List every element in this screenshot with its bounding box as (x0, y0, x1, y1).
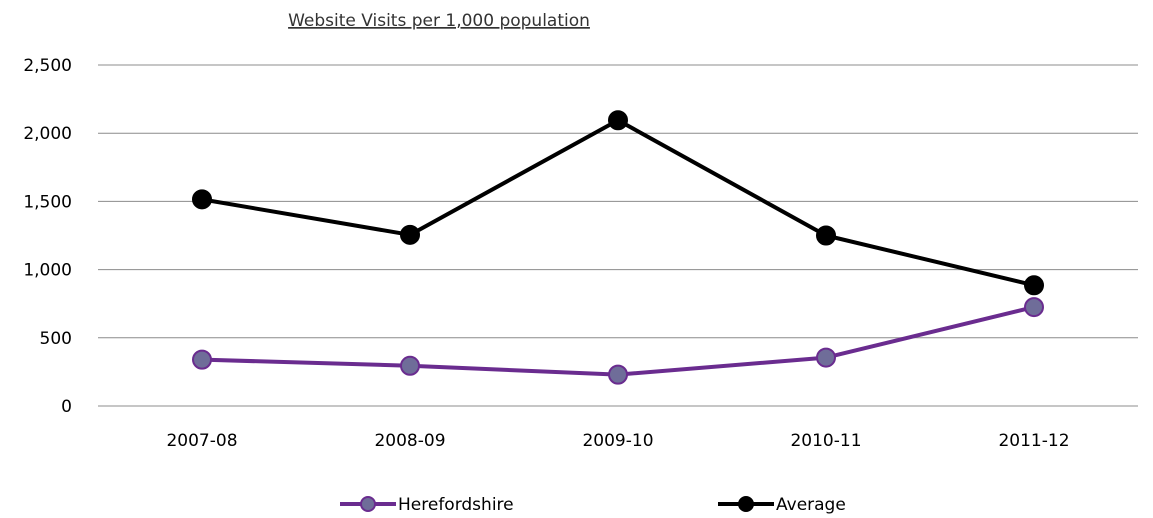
legend-swatch-marker (360, 496, 376, 512)
series-line-average (201, 118, 1035, 288)
y-tick-label: 2,500 (23, 56, 72, 76)
y-axis-ticks: 0 500 1,000 1,500 2,000 2,500 (23, 56, 72, 417)
legend: Herefordshire Average (340, 495, 846, 515)
data-point-average (400, 224, 420, 245)
gridlines (98, 64, 1138, 407)
data-point-average (608, 110, 628, 131)
series-line-herefordshire (201, 305, 1035, 377)
y-tick-label: 500 (40, 329, 72, 349)
x-tick-label: 2009-10 (582, 431, 653, 451)
x-axis-ticks: 2007-08 2008-09 2009-10 2010-11 2011-12 (166, 431, 1069, 451)
y-tick-label: 0 (61, 397, 72, 417)
data-point-herefordshire (1024, 297, 1044, 318)
x-tick-label: 2010-11 (790, 431, 861, 451)
legend-label: Herefordshire (398, 495, 514, 515)
data-point-average (816, 225, 836, 246)
x-tick-label: 2011-12 (998, 431, 1069, 451)
data-point-average (192, 189, 212, 210)
x-tick-label: 2007-08 (166, 431, 237, 451)
legend-label: Average (776, 495, 846, 515)
data-point-herefordshire (400, 355, 420, 376)
data-point-herefordshire (192, 349, 212, 370)
legend-swatch-marker (738, 496, 754, 512)
data-point-average (1024, 275, 1044, 296)
y-tick-label: 1,500 (23, 192, 72, 212)
data-point-herefordshire (816, 347, 836, 368)
series-layer (192, 110, 1044, 385)
x-tick-label: 2008-09 (374, 431, 445, 451)
y-tick-label: 1,000 (23, 261, 72, 281)
y-tick-label: 2,000 (23, 124, 72, 144)
data-point-herefordshire (608, 364, 628, 385)
chart-title: Website Visits per 1,000 population (288, 11, 590, 31)
